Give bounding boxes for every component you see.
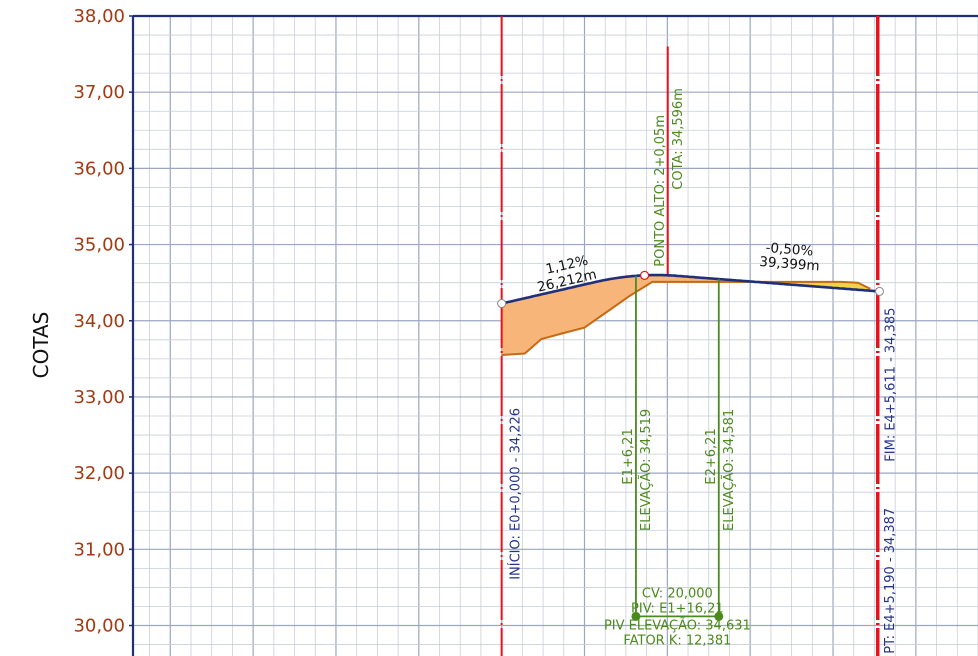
end-point-marker xyxy=(874,286,884,296)
y-tick-label: 36,00 xyxy=(73,158,125,179)
piv-elevation-label: PIV ELEVAÇÃO: 34,631 xyxy=(604,617,751,633)
pt-station-label: PT: E4+5,190 - 34,387 xyxy=(883,508,898,654)
ptv-elevation-label: ELEVAÇÃO: 34,581 xyxy=(721,409,737,531)
curve-start-dot xyxy=(631,611,641,621)
high-point-marker xyxy=(639,270,650,280)
high-point-station-label: PONTO ALTO: 2+0,05m xyxy=(653,115,668,267)
ground-profile-line xyxy=(501,280,871,356)
k-factor-label: FATOR K: 12,381 xyxy=(623,634,731,649)
end-station-label: FIM: E4+5,611 - 34,385 xyxy=(884,308,899,462)
y-tick-label: 38,00 xyxy=(73,6,125,27)
piv-station-label: PIV: E1+16,21 xyxy=(631,602,724,617)
start-station-label: INÍCIO: E0+0,000 - 34,226 xyxy=(508,408,524,580)
pcv-station-label: E1+6,21 xyxy=(621,428,636,484)
start-point-marker xyxy=(497,299,507,309)
y-axis-label: COTAS xyxy=(29,312,53,379)
ptv-station-label: E2+6,21 xyxy=(704,428,719,484)
curve-end-dot xyxy=(714,611,724,621)
grid xyxy=(131,14,978,656)
y-tick-label: 31,00 xyxy=(73,539,125,560)
grade-out-percent: -0,50% xyxy=(765,240,814,260)
pcv-elevation-label: ELEVAÇÃO: 34,519 xyxy=(638,409,654,531)
y-tick-label: 33,00 xyxy=(73,387,125,408)
curve-length-label: CV: 20,000 xyxy=(642,586,713,601)
y-tick-labels: 38,00 37,00 36,00 35,00 34,00 33,00 32,00 31,00… xyxy=(73,6,133,637)
cut-fill-area xyxy=(501,275,754,355)
high-point-elevation-label: COTA: 34,596m xyxy=(671,88,686,190)
y-tick-label: 34,00 xyxy=(73,311,125,332)
grade-out-length: 39,399m xyxy=(759,254,820,275)
design-grade-line xyxy=(501,273,880,305)
y-tick-label: 30,00 xyxy=(73,616,125,637)
y-tick-label: 35,00 xyxy=(73,235,125,256)
y-tick-label: 32,00 xyxy=(73,463,125,484)
y-tick-label: 37,00 xyxy=(73,82,125,103)
